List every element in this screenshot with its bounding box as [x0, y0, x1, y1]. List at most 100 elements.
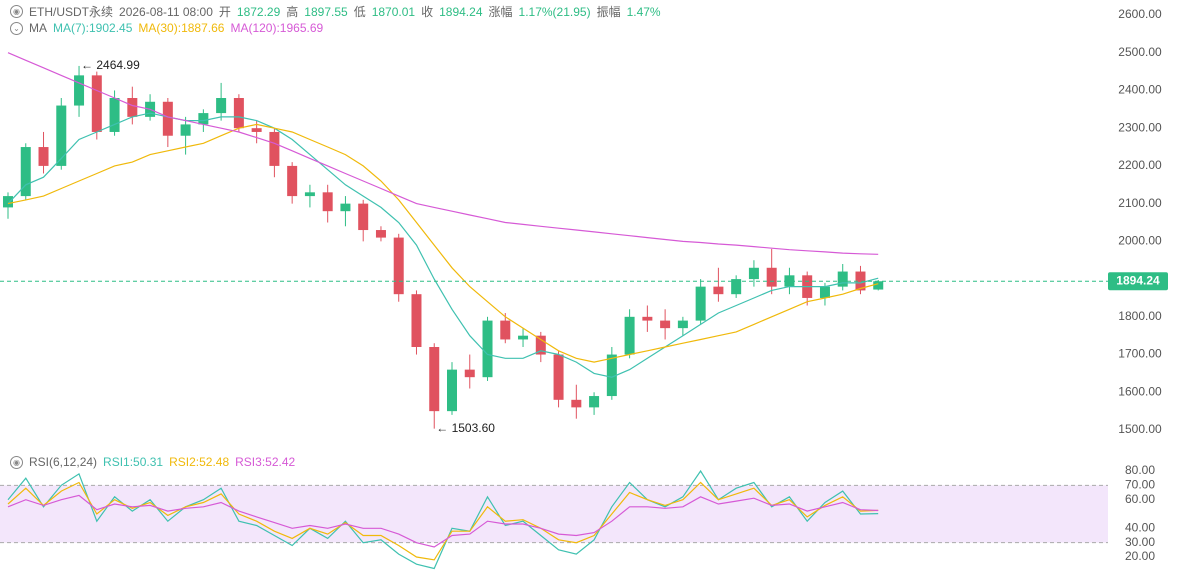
y-tick-label: 2400.00 [1118, 83, 1162, 97]
candle-body [322, 192, 333, 212]
candle-body [38, 147, 49, 166]
annotation: ← 1503.60 [436, 421, 495, 435]
candle-body [56, 105, 67, 166]
candle-body [464, 369, 475, 378]
field-label: 涨幅 [488, 5, 513, 19]
field-label: 开 [218, 5, 231, 19]
candle-body [518, 335, 529, 340]
ma-line [7, 112, 879, 378]
candle-body [127, 98, 138, 117]
candle-body [162, 101, 173, 136]
legend-entry: MA(120):1965.69 [230, 21, 324, 35]
candle-body [375, 230, 386, 238]
y-tick-label: 2300.00 [1118, 120, 1162, 134]
legend-entry: RSI1:50.31 [103, 455, 164, 469]
time: 2026-08-11 08:00 [119, 4, 213, 19]
field-value: 1894.24 [439, 4, 483, 19]
field-value: 1870.01 [371, 4, 416, 19]
y-tick-label: 20.00 [1125, 549, 1155, 563]
y-tick-label: 60.00 [1125, 492, 1155, 506]
candle-body [269, 131, 280, 166]
rsi-line [7, 481, 879, 561]
candle-body [660, 320, 671, 329]
candle-body [535, 335, 546, 355]
toggle-icon[interactable]: ⌄ [10, 21, 23, 35]
y-tick-label: 1800.00 [1118, 309, 1162, 323]
candle-body [20, 147, 31, 197]
y-tick-label: 30.00 [1125, 535, 1155, 549]
candle-body [91, 75, 102, 132]
annotation: ← 2464.99 [81, 58, 140, 72]
candle-body [3, 196, 13, 208]
y-tick-label: 40.00 [1125, 521, 1155, 535]
candle-body [500, 320, 511, 340]
candle-body [606, 354, 617, 397]
rsi-line [7, 469, 879, 570]
field-label: 振幅 [596, 5, 621, 19]
eye-icon: ◉ [10, 5, 23, 18]
ma-line [7, 52, 879, 255]
rsi-line [7, 494, 879, 548]
candle-body [713, 286, 724, 295]
last-price-label: 1894.24 [1116, 273, 1160, 287]
field-value: 1.17%(21.95) [518, 4, 591, 19]
legend-entry: RSI3:52.42 [235, 455, 296, 469]
legend-title: RSI(6,12,24) [29, 455, 98, 469]
candle-body [447, 369, 457, 412]
field-label: 高 [286, 5, 299, 19]
y-tick-label: 2000.00 [1118, 234, 1162, 248]
candle-body [198, 113, 209, 125]
legend-entry: RSI2:52.48 [169, 455, 230, 469]
y-tick-label: 2100.00 [1118, 196, 1162, 210]
candle-body [393, 237, 404, 295]
y-tick-label: 2500.00 [1118, 45, 1162, 59]
ma-legend: ⌄ MA MA(7):1902.45 MA(30):1887.66 MA(120):19… [10, 21, 323, 35]
candle-body [677, 320, 688, 329]
candle-body [642, 316, 653, 321]
field-label: 低 [353, 5, 366, 19]
candle-body [571, 399, 582, 408]
y-tick-label: 1700.00 [1118, 347, 1162, 361]
candle-body [216, 98, 227, 114]
candle-body [873, 281, 884, 290]
legend-entry: MA(7):1902.45 [53, 21, 133, 35]
candle-body [180, 124, 191, 136]
field-value: 1.47% [626, 4, 661, 19]
candle-body [553, 354, 564, 400]
y-tick-label: 2200.00 [1118, 158, 1162, 172]
candle-body [233, 98, 244, 129]
candle-body [589, 396, 600, 408]
field-value: 1897.55 [304, 4, 348, 19]
field-label: 收 [421, 5, 434, 19]
candle-body [784, 275, 795, 287]
candle-body [251, 128, 262, 132]
rsi-legend: ◉ RSI(6,12,24) RSI1:50.31 RSI2:52.48 RSI3:52… [10, 455, 295, 469]
candle-body [429, 347, 440, 412]
candle-body [748, 267, 759, 280]
y-tick-label: 70.00 [1125, 478, 1155, 492]
candle-body [482, 320, 493, 378]
legend-title: MA [29, 21, 47, 35]
last-price-box [1108, 272, 1168, 291]
candle-body [287, 165, 298, 197]
y-tick-label: 2600.00 [1118, 7, 1162, 21]
header: ◉ ETH/USDT永续 2026-08-11 08:00 开 1872.29 高 1897… [10, 3, 661, 20]
y-tick-label: 1600.00 [1118, 384, 1162, 398]
y-tick-label: 1500.00 [1118, 422, 1162, 436]
field-value: 1872.29 [236, 4, 281, 19]
candle-body [109, 98, 120, 132]
candle-body [837, 271, 848, 287]
ma-line [7, 123, 879, 363]
candle-body [855, 271, 866, 291]
eye-icon: ◉ [10, 455, 23, 469]
candle-body [74, 75, 85, 106]
candle-body [624, 316, 635, 355]
legend-entry: MA(30):1887.66 [138, 21, 225, 35]
y-tick-label: 80.00 [1125, 463, 1155, 477]
candle-body [766, 267, 777, 287]
symbol: ETH/USDT永续 [29, 5, 114, 19]
candle-body [731, 279, 742, 295]
candle-body [695, 286, 706, 321]
